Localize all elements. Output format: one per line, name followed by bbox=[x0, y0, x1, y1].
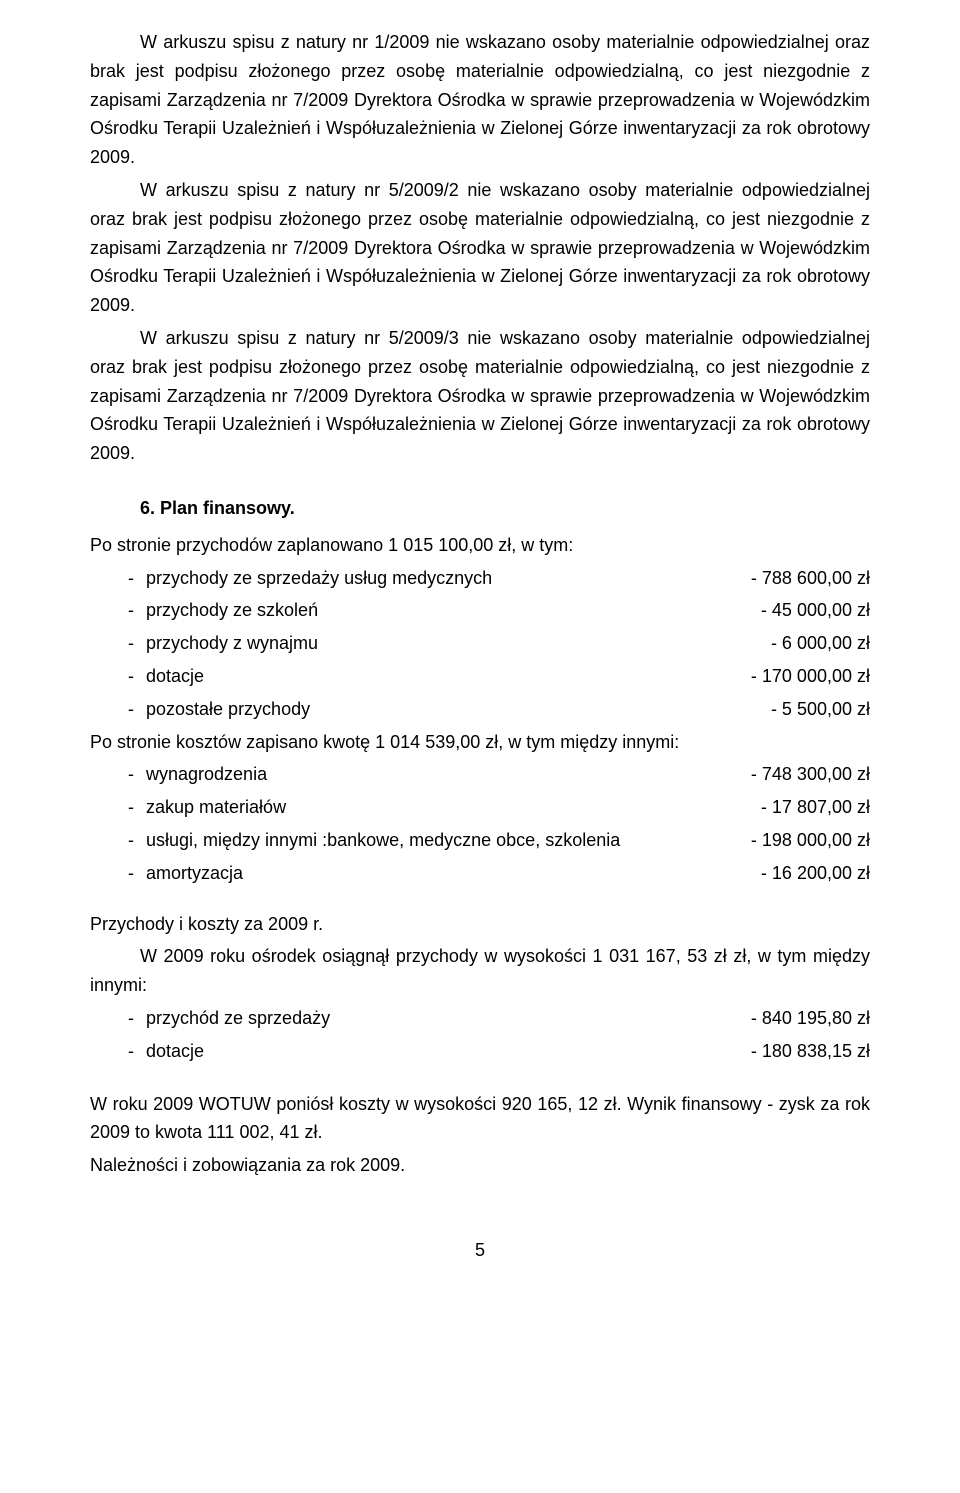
list-item: -przychody z wynajmu - 6 000,00 zł bbox=[90, 629, 870, 658]
list-item: -usługi, między innymi :bankowe, medyczn… bbox=[90, 826, 870, 855]
dash-icon: - bbox=[128, 760, 146, 789]
dash-icon: - bbox=[128, 859, 146, 888]
dash-icon: - bbox=[128, 564, 146, 593]
paragraph-1: W arkuszu spisu z natury nr 1/2009 nie w… bbox=[90, 28, 870, 172]
item-label: zakup materiałów bbox=[146, 793, 286, 822]
sub-list: -przychód ze sprzedaży - 840 195,80 zł -do… bbox=[90, 1004, 870, 1066]
item-label: dotacje bbox=[146, 1037, 204, 1066]
dash-icon: - bbox=[128, 793, 146, 822]
item-value: - 5 500,00 zł bbox=[710, 695, 870, 724]
sub-heading: Przychody i koszty za 2009 r. bbox=[90, 910, 870, 939]
list-item: -amortyzacja - 16 200,00 zł bbox=[90, 859, 870, 888]
item-label: pozostałe przychody bbox=[146, 695, 310, 724]
final-line: Należności i zobowiązania za rok 2009. bbox=[90, 1151, 870, 1180]
item-value: - 180 838,15 zł bbox=[710, 1037, 870, 1066]
list-item: -dotacje - 170 000,00 zł bbox=[90, 662, 870, 691]
item-label: amortyzacja bbox=[146, 859, 243, 888]
item-value: - 788 600,00 zł bbox=[710, 564, 870, 593]
dash-icon: - bbox=[128, 1004, 146, 1033]
item-label: przychody ze szkoleń bbox=[146, 596, 318, 625]
list-item: -przychody ze sprzedaży usług medycznych… bbox=[90, 564, 870, 593]
list-item: -pozostałe przychody - 5 500,00 zł bbox=[90, 695, 870, 724]
item-value: - 17 807,00 zł bbox=[710, 793, 870, 822]
paragraph-2: W arkuszu spisu z natury nr 5/2009/2 nie… bbox=[90, 176, 870, 320]
list-item: -wynagrodzenia - 748 300,00 zł bbox=[90, 760, 870, 789]
item-label: przychód ze sprzedaży bbox=[146, 1004, 330, 1033]
income-intro: Po stronie przychodów zaplanowano 1 015 … bbox=[90, 531, 870, 560]
dash-icon: - bbox=[128, 1037, 146, 1066]
dash-icon: - bbox=[128, 629, 146, 658]
cost-list: -wynagrodzenia- 748 300,00 zł-zakup mate… bbox=[90, 760, 870, 887]
page-number: 5 bbox=[90, 1236, 870, 1265]
income-list: -przychody ze sprzedaży usług medycznych… bbox=[90, 564, 870, 724]
list-item: -zakup materiałów - 17 807,00 zł bbox=[90, 793, 870, 822]
final-paragraph: W roku 2009 WOTUW poniósł koszty w wysok… bbox=[90, 1090, 870, 1148]
item-value: - 45 000,00 zł bbox=[710, 596, 870, 625]
item-value: - 840 195,80 zł bbox=[710, 1004, 870, 1033]
item-value: - 748 300,00 zł bbox=[710, 760, 870, 789]
cost-intro: Po stronie kosztów zapisano kwotę 1 014 … bbox=[90, 728, 870, 757]
dash-icon: - bbox=[128, 662, 146, 691]
item-label: dotacje bbox=[146, 662, 204, 691]
list-item: -przychód ze sprzedaży - 840 195,80 zł bbox=[90, 1004, 870, 1033]
dash-icon: - bbox=[128, 596, 146, 625]
item-label: przychody z wynajmu bbox=[146, 629, 318, 658]
dash-icon: - bbox=[128, 826, 146, 855]
item-label: przychody ze sprzedaży usług medycznych bbox=[146, 564, 492, 593]
sub-paragraph: W 2009 roku ośrodek osiągnął przychody w… bbox=[90, 942, 870, 1000]
list-item: -dotacje - 180 838,15 zł bbox=[90, 1037, 870, 1066]
paragraph-3: W arkuszu spisu z natury nr 5/2009/3 nie… bbox=[90, 324, 870, 468]
item-value: - 198 000,00 zł bbox=[710, 826, 870, 855]
item-value: - 170 000,00 zł bbox=[710, 662, 870, 691]
dash-icon: - bbox=[128, 695, 146, 724]
list-item: -przychody ze szkoleń - 45 000,00 zł bbox=[90, 596, 870, 625]
item-label: usługi, między innymi :bankowe, medyczne… bbox=[146, 826, 620, 855]
item-value: - 16 200,00 zł bbox=[710, 859, 870, 888]
item-value: - 6 000,00 zł bbox=[710, 629, 870, 658]
item-label: wynagrodzenia bbox=[146, 760, 267, 789]
section-6-heading: 6. Plan finansowy. bbox=[90, 494, 870, 523]
